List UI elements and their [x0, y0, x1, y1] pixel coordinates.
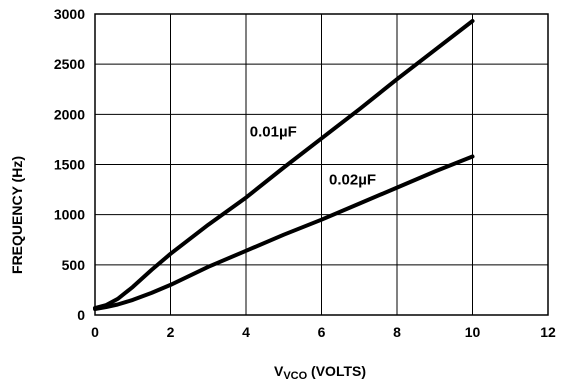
series-lines	[93, 19, 475, 311]
x-axis-label: VVCO (VOLTS)	[274, 363, 366, 382]
y-tick-label: 3000	[54, 6, 85, 22]
series-line-1	[93, 154, 475, 311]
x-tick-label: 8	[393, 324, 401, 340]
x-tick-label: 4	[242, 324, 250, 340]
y-tick-label: 1500	[54, 157, 85, 173]
series-line-0	[93, 19, 475, 310]
y-tick-label: 1000	[54, 207, 85, 223]
y-tick-label: 2500	[54, 56, 85, 72]
x-axis-label-main: V	[274, 363, 284, 379]
y-axis-label: FREQUENCY (Hz)	[9, 156, 25, 274]
y-tick-label: 0	[77, 307, 85, 323]
x-tick-label: 0	[91, 324, 99, 340]
x-tick-label: 6	[318, 324, 326, 340]
x-tick-labels: 0 2 4 6 8 10 12	[91, 324, 556, 340]
x-tick-label: 2	[167, 324, 175, 340]
x-axis-label-units: (VOLTS)	[307, 363, 366, 379]
plot-frame	[94, 13, 549, 316]
x-axis-label-subscript: VCO	[283, 370, 307, 382]
series-label-1: 0.02µF	[329, 172, 376, 189]
series-label-0: 0.01µF	[250, 123, 297, 140]
series-labels: 0.01µF 0.02µF	[250, 123, 376, 188]
x-tick-label: 10	[465, 324, 481, 340]
x-tick-label: 12	[540, 324, 556, 340]
grid	[95, 14, 548, 315]
y-tick-label: 2000	[54, 106, 85, 122]
y-tick-label: 500	[62, 257, 86, 273]
y-tick-labels: 0 500 1000 1500 2000 2500 3000	[54, 6, 85, 323]
